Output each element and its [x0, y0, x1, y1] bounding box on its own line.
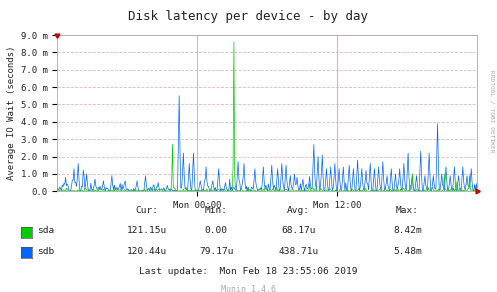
Text: Max:: Max:: [396, 206, 419, 215]
Text: 5.48m: 5.48m: [393, 247, 422, 256]
Text: 121.15u: 121.15u: [127, 226, 166, 235]
Text: Min:: Min:: [205, 206, 228, 215]
Text: RRDTOOL / TOBI OETIKER: RRDTOOL / TOBI OETIKER: [490, 70, 495, 152]
Text: Disk latency per device - by day: Disk latency per device - by day: [129, 10, 368, 23]
Text: Avg:: Avg:: [287, 206, 310, 215]
Text: 438.71u: 438.71u: [278, 247, 318, 256]
Text: 0.00: 0.00: [205, 226, 228, 235]
Text: Last update:  Mon Feb 18 23:55:06 2019: Last update: Mon Feb 18 23:55:06 2019: [139, 267, 358, 276]
Text: 79.17u: 79.17u: [199, 247, 234, 256]
Y-axis label: Average IO Wait (seconds): Average IO Wait (seconds): [7, 46, 16, 180]
Text: sdb: sdb: [37, 247, 55, 256]
Text: Munin 1.4.6: Munin 1.4.6: [221, 285, 276, 292]
Text: 68.17u: 68.17u: [281, 226, 316, 235]
Text: Cur:: Cur:: [135, 206, 158, 215]
Text: 120.44u: 120.44u: [127, 247, 166, 256]
Text: sda: sda: [37, 226, 55, 235]
Text: 8.42m: 8.42m: [393, 226, 422, 235]
